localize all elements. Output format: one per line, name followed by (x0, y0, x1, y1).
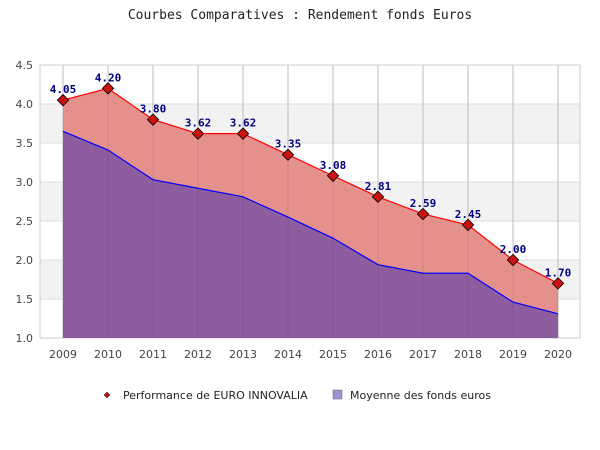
data-point (506, 253, 520, 267)
data-label: 2.81 (365, 180, 392, 193)
line-performance (62, 87, 559, 284)
area-moyenne (63, 131, 558, 338)
data-point (551, 277, 565, 290)
data-label: 4.05 (50, 83, 77, 96)
legend-swatch-moyenne (332, 389, 343, 400)
data-label: 3.35 (275, 138, 302, 151)
data-label: 2.45 (455, 208, 482, 221)
data-point (326, 169, 340, 182)
y-tick-label: 2.0 (16, 254, 34, 267)
legend-label-moyenne: Moyenne des fonds euros (350, 389, 491, 402)
x-tick-label: 2020 (544, 348, 572, 361)
data-point (461, 218, 475, 232)
line-moyenne (62, 130, 559, 315)
legend-marker-performance (103, 391, 111, 399)
data-label: 2.59 (410, 197, 437, 210)
data-point (146, 113, 160, 126)
x-tick-label: 2011 (139, 348, 167, 361)
data-label: 1.70 (545, 266, 572, 279)
x-tick-label: 2012 (184, 348, 212, 361)
data-point (281, 148, 295, 161)
x-tick-label: 2018 (454, 348, 482, 361)
data-point (236, 127, 250, 140)
y-tick-label: 1.0 (16, 332, 34, 345)
y-tick-label: 3.0 (16, 176, 34, 189)
x-tick-label: 2016 (364, 348, 392, 361)
x-tick-label: 2009 (49, 348, 77, 361)
y-tick-label: 2.5 (16, 215, 34, 228)
data-label: 3.08 (320, 159, 347, 172)
data-label: 3.62 (185, 117, 212, 130)
x-tick-label: 2019 (499, 348, 527, 361)
x-tick-label: 2015 (319, 348, 347, 361)
x-tick-label: 2014 (274, 348, 302, 361)
legend-label-performance: Performance de EURO INNOVALIA (123, 389, 308, 402)
data-point (191, 127, 205, 140)
data-label: 2.00 (500, 243, 527, 256)
x-tick-label: 2010 (94, 348, 122, 361)
legend: Performance de EURO INNOVALIA Moyenne de… (103, 389, 491, 402)
y-tick-label: 4.5 (16, 59, 34, 72)
chart-title: Courbes Comparatives : Rendement fonds E… (128, 8, 472, 23)
y-tick-label: 3.5 (16, 137, 34, 150)
data-point (56, 93, 70, 107)
data-point (416, 207, 430, 221)
data-label: 3.62 (230, 117, 257, 130)
y-tick-label: 4.0 (16, 98, 34, 111)
x-tick-label: 2013 (229, 348, 257, 361)
y-tick-label: 1.5 (16, 293, 34, 306)
data-label: 4.20 (95, 71, 122, 84)
data-label: 3.80 (140, 103, 167, 116)
data-point (371, 190, 385, 204)
x-tick-label: 2017 (409, 348, 437, 361)
data-point (101, 82, 115, 95)
